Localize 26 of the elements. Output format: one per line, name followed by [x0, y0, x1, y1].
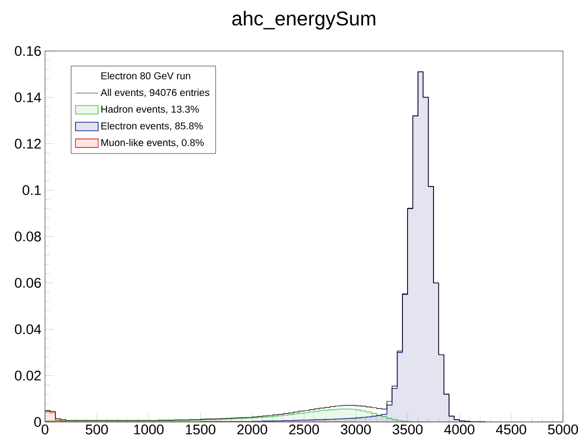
x-tick-label: 3000: [340, 424, 371, 434]
x-tick-label: 2000: [237, 424, 268, 434]
y-tick-label: 0.06: [14, 278, 41, 288]
x-tick-label: 500: [86, 424, 108, 434]
x-tick-label: 3500: [392, 424, 423, 434]
legend-label: Hadron events, 13.3%: [101, 105, 199, 114]
x-tick-label: 4500: [496, 424, 526, 434]
y-tick-label: 0.16: [14, 46, 41, 56]
legend-label: Electron events, 85.8%: [101, 122, 203, 131]
chart-title: ahc_energySum: [232, 10, 376, 30]
y-tick-label: 0.1: [22, 185, 41, 196]
y-tick-label: 0.14: [14, 92, 42, 102]
x-tick-label: 4000: [444, 424, 474, 434]
legend-label: Muon-like events, 0.8%: [101, 138, 204, 148]
legend-label: All events, 94076 entries: [100, 88, 210, 98]
x-tick-label: 2500: [289, 424, 319, 434]
legend-title: Electron 80 GeV run: [101, 72, 190, 80]
y-tick-label: 0: [34, 417, 41, 427]
y-tick-label: 0.02: [14, 370, 41, 381]
x-tick-label: 1500: [186, 424, 216, 434]
x-tick-label: 0: [42, 424, 48, 434]
y-tick-label: 0.12: [14, 138, 41, 149]
y-tick-label: 0.04: [14, 324, 42, 334]
x-tick-label: 1000: [134, 424, 164, 434]
y-tick-label: 0.08: [14, 232, 41, 242]
x-tick-label: 5000: [548, 424, 578, 434]
